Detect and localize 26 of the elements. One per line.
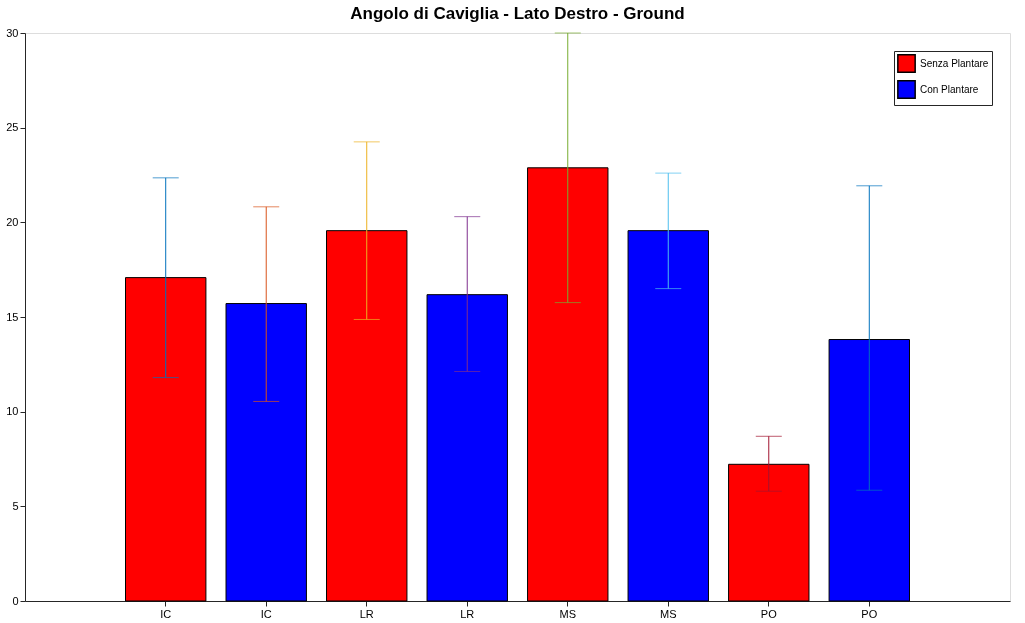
y-tick-label: 5 <box>12 499 19 512</box>
y-tick-label: 25 <box>6 121 19 134</box>
x-tick-label: LR <box>359 607 374 620</box>
y-tick-label: 0 <box>12 594 19 607</box>
bar <box>828 339 910 602</box>
bar <box>527 167 609 602</box>
y-tick-label: 15 <box>6 310 19 323</box>
x-tick-label: IC <box>160 607 172 620</box>
x-tick-label: LR <box>460 607 475 620</box>
chart-title: Angolo di Caviglia - Lato Destro - Ground <box>350 4 685 23</box>
bar <box>225 303 307 602</box>
bar <box>326 230 408 602</box>
y-tick-label: 10 <box>6 405 19 418</box>
legend-label: Con Plantare <box>920 83 979 95</box>
bar <box>125 277 207 602</box>
bar <box>728 463 810 602</box>
x-tick-label: IC <box>260 607 272 620</box>
bar <box>426 294 508 602</box>
x-tick-label: MS <box>559 607 577 620</box>
bar <box>627 230 709 602</box>
x-tick-label: MS <box>660 607 677 620</box>
legend-label: Senza Plantare <box>920 57 989 69</box>
x-tick-label: PO <box>861 607 878 620</box>
y-tick-label: 20 <box>6 215 19 228</box>
y-tick-label: 30 <box>6 26 19 39</box>
x-tick-label: PO <box>760 607 778 620</box>
